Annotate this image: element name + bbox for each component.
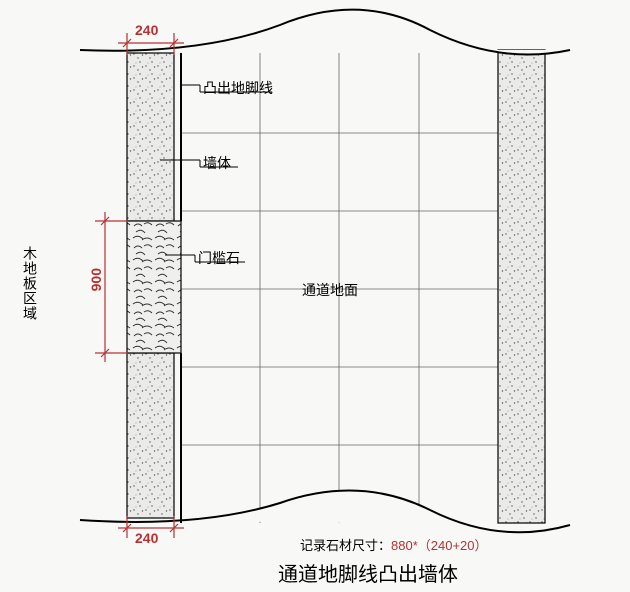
- stone-size-value: 880*（240+20）: [391, 538, 488, 553]
- left-wall-upper: [127, 53, 174, 221]
- label-wall: 墙体: [203, 153, 231, 173]
- dim-height-left: 900: [88, 268, 104, 291]
- label-threshold: 门槛石: [198, 248, 240, 268]
- dim-width-top: 240: [135, 22, 158, 38]
- right-wall: [498, 50, 545, 523]
- label-baseboard: 凸出地脚线: [203, 78, 273, 98]
- label-wood-floor: 木地板区域: [20, 246, 40, 321]
- dim-width-bottom: 240: [135, 530, 158, 546]
- diagram-canvas: 240 240 900 木地板区域 凸出地脚线 墙体 门槛石 通道地面 记录石材…: [0, 0, 630, 592]
- stone-size-note: 记录石材尺寸：880*（240+20）: [300, 535, 488, 554]
- diagram-title: 通道地脚线凸出墙体: [278, 558, 458, 587]
- threshold-stone: [127, 221, 181, 353]
- label-passage-floor: 通道地面: [302, 280, 358, 300]
- left-wall-lower: [127, 353, 174, 518]
- stone-size-prefix: 记录石材尺寸：: [300, 538, 391, 553]
